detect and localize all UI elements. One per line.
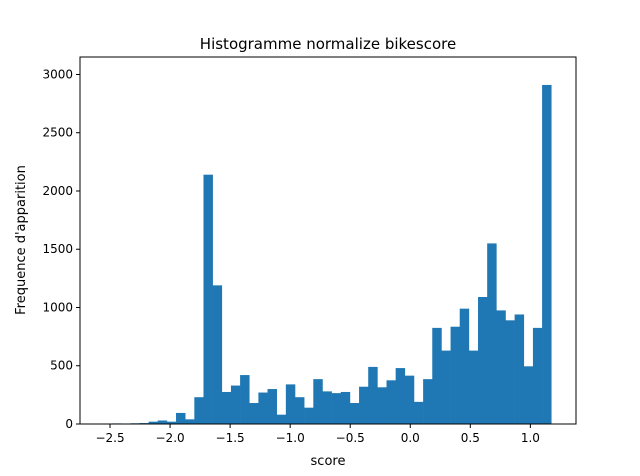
y-tick-label: 0 <box>65 417 73 431</box>
histogram-bar <box>413 401 424 424</box>
histogram-bar <box>313 379 323 424</box>
histogram-bar <box>441 350 451 424</box>
histogram-bar <box>349 403 360 424</box>
x-axis-label: score <box>311 454 346 469</box>
histogram-bar <box>285 384 296 424</box>
x-tick-label: −1.5 <box>216 431 245 445</box>
histogram-bar <box>487 243 497 424</box>
x-tick-label: 1.0 <box>521 431 540 445</box>
y-tick-label: 3000 <box>42 67 73 81</box>
histogram-bar <box>468 350 479 424</box>
histogram-bar <box>368 366 378 424</box>
x-tick-label: −0.5 <box>336 431 365 445</box>
histogram-bar <box>450 326 461 424</box>
histogram-bar <box>249 403 259 424</box>
x-tick-label: −2.5 <box>95 431 124 445</box>
histogram-bar <box>386 380 396 424</box>
plot-frame <box>79 56 577 425</box>
x-tick-label: 0.0 <box>401 431 420 445</box>
histogram-bar <box>203 174 213 424</box>
histogram-bar <box>432 327 442 424</box>
x-tick-label: −1.0 <box>276 431 305 445</box>
y-tick-label: 1500 <box>42 242 73 256</box>
histogram-bar <box>240 375 250 424</box>
histogram-bar <box>395 368 406 424</box>
histogram-bar <box>359 386 369 424</box>
histogram-bar <box>185 419 195 424</box>
histogram-bar <box>322 391 332 424</box>
histogram-bar <box>532 327 543 424</box>
histogram-bar <box>194 397 204 424</box>
histogram-bar <box>496 310 506 424</box>
histogram-bar <box>276 414 287 424</box>
histogram-bar <box>294 397 305 424</box>
histogram-bar <box>459 308 470 424</box>
histogram-bar <box>304 407 314 424</box>
histogram-bar <box>514 314 525 424</box>
y-tick-label: 2000 <box>42 184 73 198</box>
histogram-bar <box>505 320 515 424</box>
histogram-bar <box>267 389 277 424</box>
histogram-bar <box>176 412 186 424</box>
y-axis-label: Frequence d'apparition <box>14 165 29 315</box>
x-axis-ticks: −2.5 −2.0 −1.5 −1.0 −0.5 0.0 0.5 1.0 <box>95 424 540 445</box>
histogram-bar <box>148 421 159 424</box>
histogram-bar <box>157 420 168 424</box>
histogram-bar <box>523 366 534 424</box>
y-tick-label: 500 <box>50 359 73 373</box>
histogram-bar <box>258 392 268 424</box>
y-tick-label: 2500 <box>42 126 73 140</box>
x-tick-label: −2.0 <box>156 431 185 445</box>
histogram-bar <box>542 84 552 424</box>
histogram-bar <box>377 387 387 424</box>
histogram-bar <box>230 385 241 424</box>
chart-title: Histogramme normalize bikescore <box>200 35 456 53</box>
histogram-bar <box>404 375 415 424</box>
histogram-bars <box>102 84 552 424</box>
histogram-bar <box>212 285 223 424</box>
y-axis-ticks: 0 500 1000 1500 2000 2500 3000 <box>42 67 80 431</box>
histogram-bar <box>423 379 433 424</box>
histogram-bar <box>331 393 342 424</box>
histogram-bar <box>166 421 177 424</box>
x-tick-label: 0.5 <box>461 431 480 445</box>
histogram-bar <box>478 297 488 424</box>
y-tick-label: 1000 <box>42 300 73 314</box>
histogram-bar <box>221 391 232 424</box>
histogram-bar <box>340 391 351 424</box>
